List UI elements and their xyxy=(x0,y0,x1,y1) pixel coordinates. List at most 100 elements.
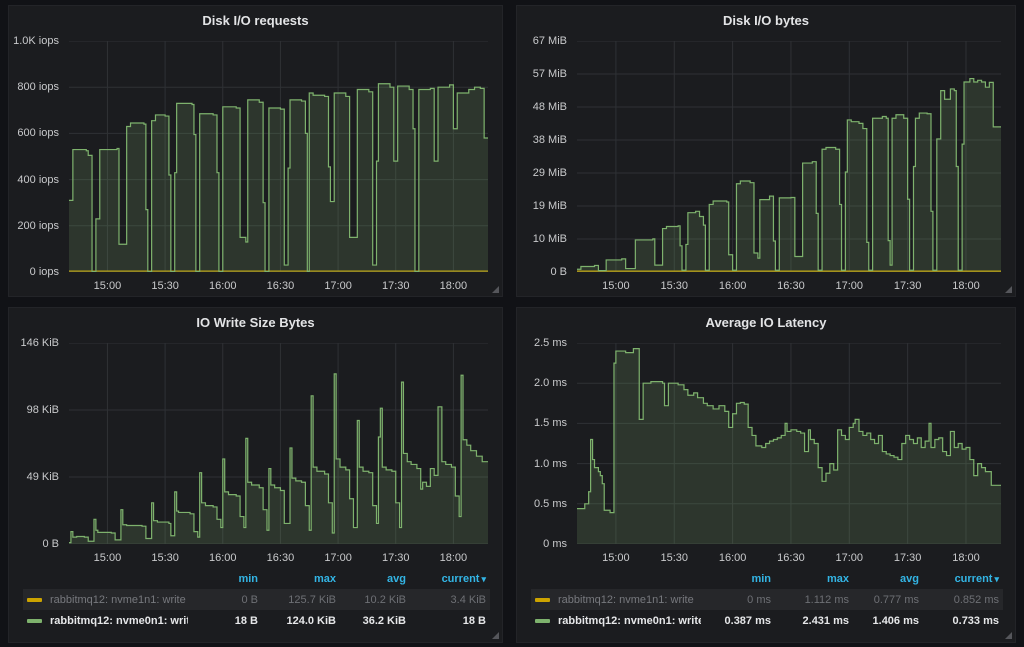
y-tick-label: 0 B xyxy=(550,266,567,278)
legend-row-nvme0n1: rabbitmq12: nvme0n1: write 0.387 ms 2.43… xyxy=(531,610,1003,631)
legend-current-value: 0.852 ms xyxy=(953,593,999,606)
panel-resize-handle-icon[interactable] xyxy=(1005,632,1012,639)
series-color-swatch xyxy=(27,597,42,602)
legend-header: min max avg current ▾ xyxy=(23,568,490,589)
legend-min-value: 0 ms xyxy=(747,593,771,606)
series-line xyxy=(69,374,488,543)
y-axis: 0 ms 0.5 ms 1.0 ms 1.5 ms 2.0 ms 2.5 ms xyxy=(525,337,571,550)
x-tick-label: 17:00 xyxy=(324,552,352,564)
legend-table: min max avg current ▾ rabbitmq12: nvme1n1… xyxy=(531,568,1003,638)
panel-title[interactable]: Disk I/O requests xyxy=(202,13,309,28)
x-tick-label: 15:30 xyxy=(151,280,179,292)
legend-series-toggle[interactable]: rabbitmq12: nvme1n1: write xyxy=(535,594,701,606)
x-tick-label: 17:00 xyxy=(324,280,352,292)
legend-min-value: 18 B xyxy=(234,614,258,627)
x-axis: 15:00 15:30 16:00 16:30 17:00 17:30 18:00 xyxy=(69,276,488,296)
y-tick-label: 1.0 ms xyxy=(533,457,567,470)
sort-desc-icon: ▾ xyxy=(481,573,486,584)
panel-resize-handle-icon[interactable] xyxy=(1005,286,1012,293)
x-tick-label: 18:00 xyxy=(952,280,980,292)
y-tick-label: 2.5 ms xyxy=(533,337,567,349)
y-tick-label: 48 MiB xyxy=(532,101,567,113)
legend-column-avg[interactable]: avg xyxy=(900,572,919,585)
legend-column-current[interactable]: current ▾ xyxy=(919,573,999,585)
x-tick-label: 17:00 xyxy=(835,280,864,292)
y-tick-label: 600 iops xyxy=(17,127,59,140)
legend-min-value: 0 B xyxy=(241,593,258,606)
legend-current-value: 18 B xyxy=(462,614,486,627)
x-tick-label: 18:00 xyxy=(439,280,468,292)
series-line xyxy=(69,84,488,272)
legend-series-label: rabbitmq12: nvme0n1: write xyxy=(50,614,188,627)
legend-column-max[interactable]: max xyxy=(313,572,336,585)
x-axis: 15:00 15:30 16:00 16:30 17:00 17:30 18:00 xyxy=(69,548,488,568)
plot-region: 0 ms 0.5 ms 1.0 ms 1.5 ms 2.0 ms 2.5 ms 15:00… xyxy=(525,337,1003,568)
legend-column-current[interactable]: current ▾ xyxy=(406,573,486,585)
legend-max-value: 124.0 KiB xyxy=(286,614,336,627)
chart-area[interactable] xyxy=(577,343,1001,544)
legend-series-label: rabbitmq12: nvme1n1: write xyxy=(50,593,186,606)
x-tick-label: 18:00 xyxy=(439,552,468,564)
x-tick-label: 15:00 xyxy=(93,280,122,292)
legend-series-toggle[interactable]: rabbitmq12: nvme0n1: write xyxy=(27,615,188,627)
legend-row-nvme1n1: rabbitmq12: nvme1n1: write 0 B 125.7 KiB… xyxy=(23,589,490,610)
legend-avg-value: 1.406 ms xyxy=(872,614,919,627)
series-line xyxy=(577,349,1001,513)
plot-region: 0 B 49 KiB 98 KiB 146 KiB 15:00 15:30 16:00 16… xyxy=(17,337,490,568)
panel-resize-handle-icon[interactable] xyxy=(492,632,499,639)
x-tick-label: 17:30 xyxy=(381,280,410,292)
y-tick-label: 10 MiB xyxy=(532,233,567,245)
y-tick-label: 0.5 ms xyxy=(533,497,567,510)
x-axis: 15:00 15:30 16:00 16:30 17:00 17:30 18:00 xyxy=(577,548,1001,568)
x-tick-label: 16:00 xyxy=(208,552,237,564)
y-tick-label: 400 iops xyxy=(17,173,59,186)
legend-column-avg[interactable]: avg xyxy=(387,572,406,585)
panel-io-write-size-bytes: IO Write Size Bytes 0 B 49 KiB 98 KiB 146 K… xyxy=(8,307,503,643)
chart-area[interactable] xyxy=(577,41,1001,272)
sort-desc-icon: ▾ xyxy=(994,573,999,584)
y-tick-label: 38 MiB xyxy=(532,134,567,146)
legend-max-value: 1.112 ms xyxy=(804,593,849,606)
legend-column-max[interactable]: max xyxy=(826,572,849,585)
panel-disk-io-bytes: Disk I/O bytes 0 B 10 MiB 19 MiB 29 MiB 38 M… xyxy=(516,5,1016,297)
y-tick-label: 146 KiB xyxy=(20,337,59,349)
legend-row-nvme1n1: rabbitmq12: nvme1n1: write 0 ms 1.112 ms… xyxy=(531,589,1003,610)
panel-resize-handle-icon[interactable] xyxy=(492,286,499,293)
legend-avg-value: 36.2 KiB xyxy=(362,614,406,627)
x-tick-label: 16:00 xyxy=(718,552,747,564)
series-line xyxy=(577,79,1001,271)
legend-column-min[interactable]: min xyxy=(751,572,771,585)
panel-title[interactable]: Average IO Latency xyxy=(705,315,827,330)
legend-current-value: 0.733 ms xyxy=(952,614,999,627)
y-tick-label: 0 B xyxy=(42,538,59,550)
legend-avg-value: 10.2 KiB xyxy=(364,593,406,606)
y-tick-label: 0 iops xyxy=(29,266,59,278)
x-tick-label: 17:30 xyxy=(893,280,922,292)
y-tick-label: 800 iops xyxy=(17,81,59,94)
legend-series-label: rabbitmq12: nvme0n1: write xyxy=(558,614,701,627)
y-tick-label: 19 MiB xyxy=(532,200,567,212)
legend-column-min[interactable]: min xyxy=(238,572,258,585)
x-tick-label: 16:00 xyxy=(718,280,747,292)
chart-area[interactable] xyxy=(69,343,488,544)
legend-column-current-label: current xyxy=(441,572,480,585)
y-tick-label: 0 ms xyxy=(543,538,567,550)
series-color-swatch xyxy=(27,618,42,623)
series-color-swatch xyxy=(535,597,550,602)
y-tick-label: 49 KiB xyxy=(26,470,59,483)
legend-current-value: 3.4 KiB xyxy=(450,593,486,606)
legend-series-toggle[interactable]: rabbitmq12: nvme1n1: write xyxy=(27,594,188,606)
legend-table: min max avg current ▾ rabbitmq12: nvme1n1… xyxy=(23,568,490,638)
x-tick-label: 15:00 xyxy=(93,552,122,564)
legend-series-toggle[interactable]: rabbitmq12: nvme0n1: write xyxy=(535,615,701,627)
chart-area[interactable] xyxy=(69,41,488,272)
panel-title[interactable]: Disk I/O bytes xyxy=(723,13,809,28)
legend-max-value: 2.431 ms xyxy=(802,614,849,627)
legend-min-value: 0.387 ms xyxy=(724,614,771,627)
x-tick-label: 16:30 xyxy=(777,280,805,292)
x-tick-label: 15:30 xyxy=(660,552,688,564)
x-axis: 15:00 15:30 16:00 16:30 17:00 17:30 18:00 xyxy=(577,276,1001,296)
x-tick-label: 15:30 xyxy=(660,280,688,292)
panel-title[interactable]: IO Write Size Bytes xyxy=(196,315,315,330)
